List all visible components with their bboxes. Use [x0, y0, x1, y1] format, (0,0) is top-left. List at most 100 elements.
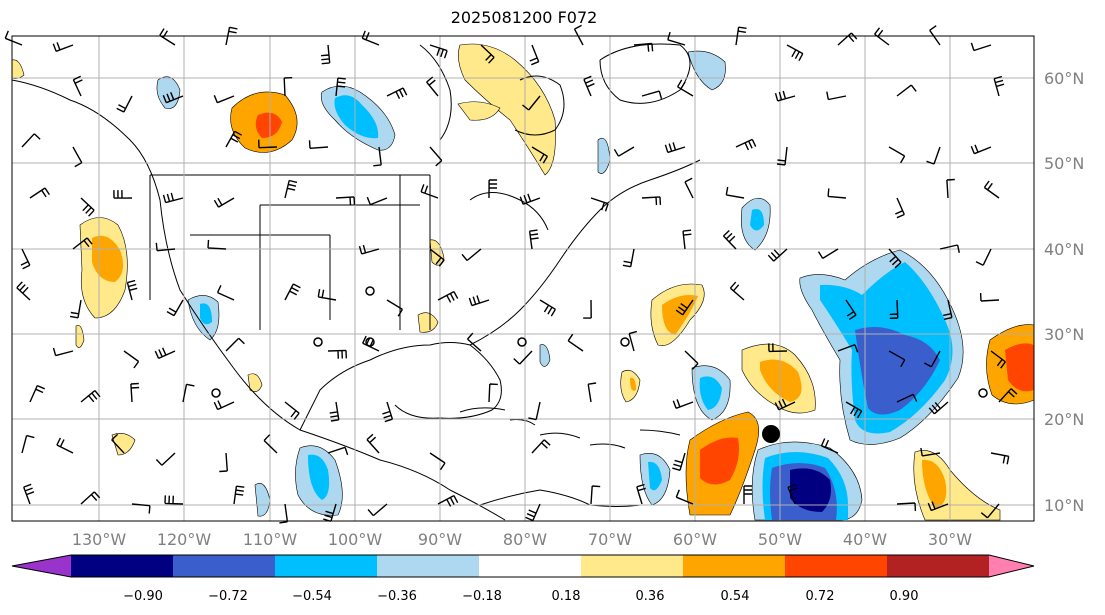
- wind-barb: [130, 382, 140, 403]
- wind-barb: [335, 77, 346, 97]
- wind-barb: [207, 239, 227, 250]
- wind-barb: [896, 502, 917, 512]
- lat-label: 30°N: [1044, 325, 1084, 344]
- colorbar-tick-label: 0.90: [890, 589, 919, 604]
- latitude-labels: 60°N 50°N 40°N 30°N 20°N 10°N: [1044, 69, 1084, 515]
- colorbar-segment: [581, 555, 684, 577]
- colorbar-tick-label: 0.54: [721, 589, 750, 604]
- wind-barb: [641, 196, 662, 206]
- wind-barb: [386, 87, 408, 100]
- wind-barb: [233, 485, 245, 505]
- lon-label: 70°W: [588, 530, 632, 549]
- wind-barb: [429, 452, 446, 471]
- wind-barb: [970, 144, 992, 155]
- wind-barb: [587, 382, 597, 403]
- wind-barb: [943, 299, 953, 320]
- wind-barb: [327, 446, 349, 456]
- wind-barb: [675, 299, 694, 316]
- wind-barb: [52, 347, 74, 357]
- lon-label: 40°W: [843, 530, 887, 549]
- colorbar-tick-label: −0.72: [208, 589, 248, 604]
- wind-barb: [684, 350, 699, 370]
- wind-barb: [567, 333, 584, 352]
- wind-barb: [126, 279, 138, 301]
- wind-barb: [513, 350, 533, 365]
- wind-barb: [970, 42, 992, 52]
- wind-barbs: [4, 24, 1018, 524]
- wind-barb: [529, 44, 540, 66]
- colorbar-extend-max: [989, 555, 1034, 577]
- wind-barb: [358, 244, 380, 255]
- wind-barb: [284, 179, 298, 199]
- wind-barb: [329, 401, 340, 422]
- wind-barb: [80, 491, 101, 505]
- colorbar-tick-label: 0.18: [552, 589, 581, 604]
- lon-label: 50°W: [758, 530, 802, 549]
- wind-barb: [72, 75, 83, 97]
- wind-barb: [837, 344, 859, 353]
- wind-barb: [776, 146, 788, 166]
- calm-wind-circles: [211, 286, 988, 398]
- wind-barb: [924, 350, 941, 368]
- colorbar-tick-label: 0.36: [636, 589, 665, 604]
- wind-barb: [613, 146, 635, 157]
- colorbar-outline: [11, 554, 1035, 578]
- wind-barb: [826, 91, 847, 101]
- wind-barb: [320, 44, 331, 65]
- wind-barb: [367, 503, 388, 517]
- gridlines: [12, 36, 1034, 521]
- wind-barb: [335, 196, 356, 206]
- wind-barb: [382, 401, 394, 423]
- wind-barb: [767, 248, 788, 262]
- lat-label: 10°N: [1044, 496, 1084, 515]
- wind-barb: [820, 438, 839, 454]
- colorbar-segment: [71, 555, 174, 577]
- wind-barb: [21, 434, 35, 454]
- wind-barb: [225, 130, 243, 148]
- wind-barb: [525, 503, 541, 522]
- wind-barb: [164, 495, 184, 505]
- wind-barb: [787, 483, 798, 505]
- wind-barb: [80, 197, 95, 217]
- wind-barb: [993, 75, 1005, 97]
- colorbar-segment: [275, 555, 378, 577]
- wind-barb: [362, 335, 380, 352]
- wind-barb: [888, 350, 906, 368]
- lon-label: 130°W: [72, 530, 127, 549]
- wind-barb: [979, 292, 1000, 302]
- wind-barb: [56, 437, 74, 454]
- lon-label: 100°W: [328, 530, 383, 549]
- wind-barb: [322, 503, 337, 522]
- wind-barb: [975, 248, 992, 266]
- wind-barb: [774, 398, 796, 411]
- wind-barb: [927, 501, 949, 512]
- wind-barb: [366, 196, 388, 206]
- wind-barb: [845, 299, 857, 320]
- wind-barb: [283, 77, 293, 97]
- wind-barb: [990, 350, 1006, 369]
- colorbar-tick-label: −0.90: [123, 589, 163, 604]
- wind-barb: [4, 30, 23, 46]
- lon-label: 30°W: [928, 530, 972, 549]
- wind-barb: [684, 177, 694, 199]
- wind-barb: [426, 76, 439, 97]
- wind-barb: [20, 248, 31, 270]
- wind-barb: [928, 401, 949, 415]
- wind-barb: [80, 390, 101, 403]
- wind-barb: [258, 139, 278, 149]
- colorbar-segment: [785, 555, 888, 577]
- map-title: 2025081200 F072: [450, 8, 598, 27]
- colorbar-tick-label: −0.36: [377, 589, 417, 604]
- shaded-fields: [11, 43, 1035, 521]
- lat-label: 20°N: [1044, 410, 1084, 429]
- wind-barb: [939, 244, 960, 253]
- wind-barb: [420, 184, 439, 199]
- wind-barb: [213, 400, 235, 411]
- lat-label: 60°N: [1044, 69, 1084, 88]
- wind-barb: [155, 452, 176, 466]
- wind-barb: [480, 44, 495, 64]
- wind-barb: [16, 281, 31, 301]
- wind-barb: [676, 79, 694, 97]
- wind-barb: [628, 330, 638, 352]
